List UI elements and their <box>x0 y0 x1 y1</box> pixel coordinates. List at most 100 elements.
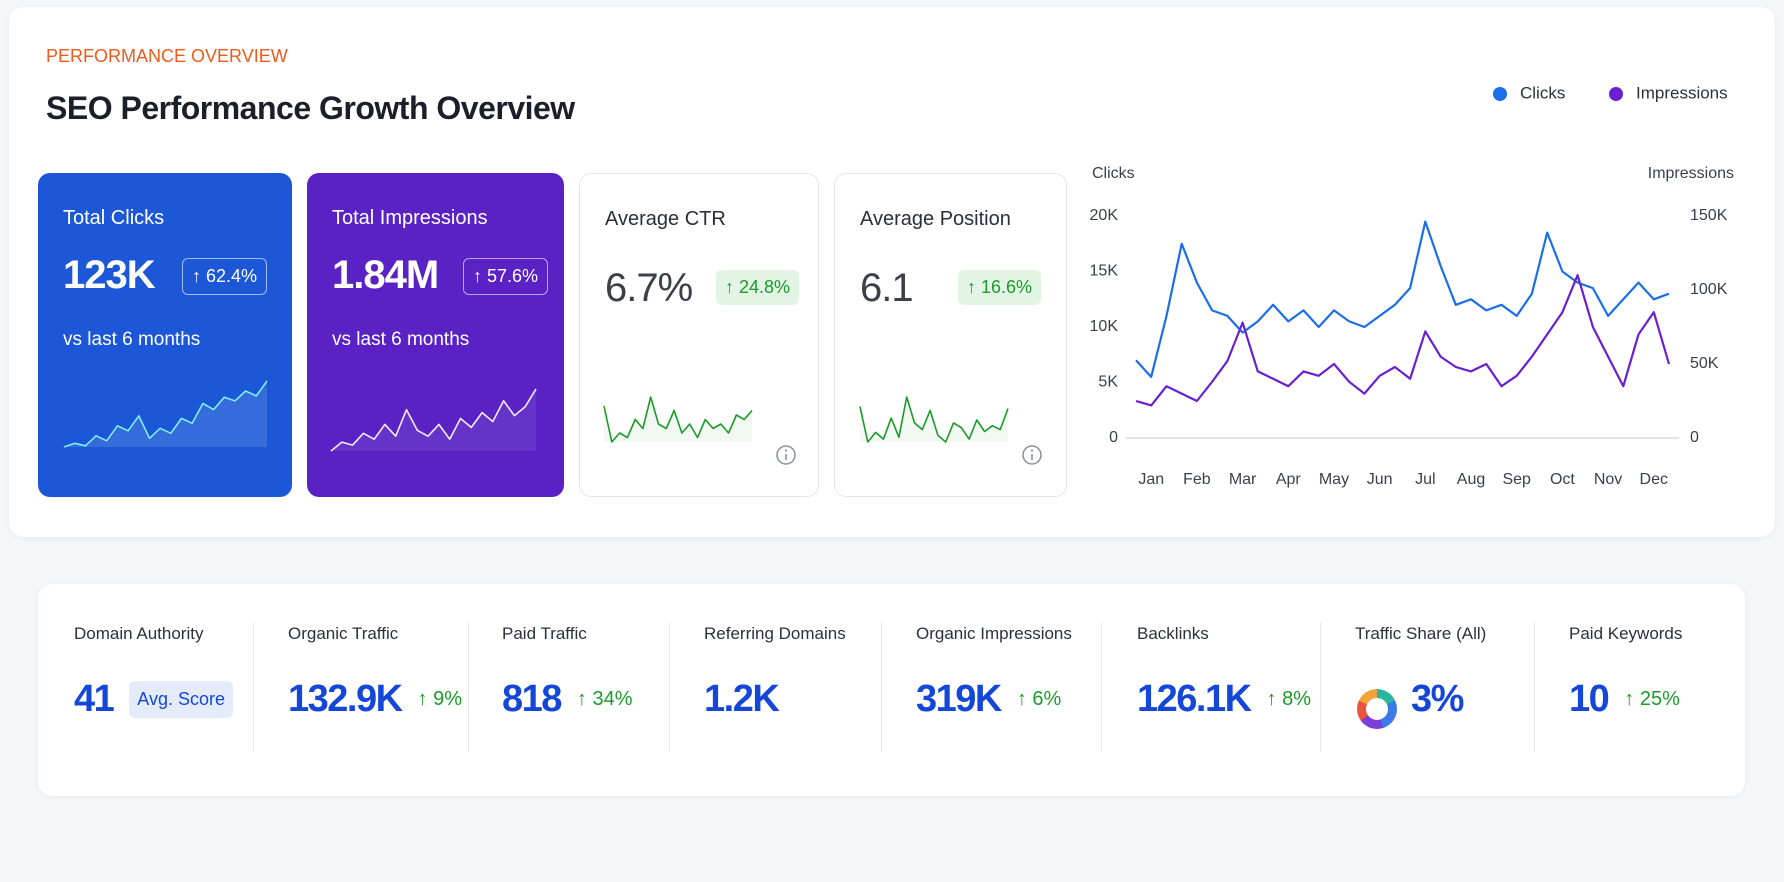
metric: Referring Domains 1.2K <box>704 624 846 721</box>
line-chart: Clicks Impressions 0 5K 10K 15K 20K 0 50K 100K 150… <box>1090 83 1734 488</box>
sparkline-line <box>63 380 268 448</box>
metric-change: ↑ 8% <box>1266 688 1312 710</box>
kpi-card: Total Clicks 123K ↑ 62.4% vs last 6 mont… <box>38 173 292 497</box>
x-tick-label: Apr <box>1276 471 1302 488</box>
sparkline-line <box>859 396 1009 443</box>
metric: Backlinks 126.1K ↑ 8% <box>1137 624 1311 721</box>
sparkline-area <box>860 397 1008 442</box>
y-tick-label: 0 <box>1109 429 1118 446</box>
card-label: Total Impressions <box>332 207 488 229</box>
separator <box>881 622 882 752</box>
card-change: ↑ 57.6% <box>463 258 549 295</box>
metric-value: 10 <box>1569 678 1610 720</box>
eyebrow: PERFORMANCE OVERVIEW <box>46 46 288 66</box>
x-tick-label: May <box>1319 471 1349 488</box>
series-line <box>1135 220 1670 378</box>
separator <box>1101 622 1102 752</box>
metric-row: 3% <box>1355 678 1486 721</box>
sparkline-area <box>331 389 536 451</box>
x-tick-label: Dec <box>1640 471 1668 488</box>
x-tick-label: Jun <box>1367 471 1393 488</box>
metric-label: Backlinks <box>1137 624 1209 643</box>
kpi-card: Total Impressions 1.84M ↑ 57.6% vs last … <box>307 173 564 497</box>
card-value: 6.1 <box>860 266 914 310</box>
x-tick-label: Feb <box>1183 471 1211 488</box>
separator <box>669 622 670 752</box>
page-title: SEO Performance Growth Overview <box>46 90 575 126</box>
metric: Traffic Share (All) 3% <box>1355 624 1486 721</box>
x-tick-label: Mar <box>1229 471 1257 488</box>
metric-row: 126.1K ↑ 8% <box>1137 678 1311 721</box>
card-note: vs last 6 months <box>63 329 201 350</box>
sparkline-area <box>604 397 752 442</box>
x-tick-label: Jul <box>1415 471 1435 488</box>
metric-label: Domain Authority <box>74 624 204 643</box>
metric-label: Referring Domains <box>704 624 846 643</box>
separator <box>1320 622 1321 752</box>
card-label: Total Clicks <box>63 207 165 229</box>
sparkline <box>603 396 753 443</box>
metric-value: 818 <box>502 678 562 720</box>
y-tick-label: 20K <box>1090 207 1119 224</box>
metric-badge: Avg. Score <box>129 681 233 718</box>
card-value: 123K <box>63 253 156 297</box>
metric-row: 818 ↑ 34% <box>502 678 633 721</box>
metric: Paid Keywords 10 ↑ 25% <box>1569 624 1682 721</box>
metric-row: 1.2K <box>704 678 846 721</box>
kpi-card: Average CTR 6.7% ↑ 24.8% <box>579 173 819 497</box>
metric: Organic Impressions 319K ↑ 6% <box>916 624 1072 721</box>
card-change: ↑ 16.6% <box>958 270 1042 305</box>
legend-marker <box>1609 87 1623 101</box>
metric-change: ↑ 9% <box>417 688 463 710</box>
x-tick-label: Nov <box>1594 471 1622 488</box>
y-tick-label: 10K <box>1090 318 1119 335</box>
metric-value: 132.9K <box>288 678 403 720</box>
x-tick-label: Aug <box>1457 471 1485 488</box>
axis-title: Impressions <box>1648 165 1734 182</box>
y-tick-label: 5K <box>1098 374 1118 391</box>
info-icon[interactable] <box>775 444 797 466</box>
metric-label: Paid Traffic <box>502 624 587 643</box>
legend-label: Impressions <box>1636 83 1728 102</box>
card-note: vs last 6 months <box>332 329 470 350</box>
metric-label: Paid Keywords <box>1569 624 1683 643</box>
x-tick-label: Sep <box>1502 471 1531 488</box>
x-tick-label: Jan <box>1138 471 1164 488</box>
metric-label: Traffic Share (All) <box>1355 624 1487 643</box>
series-line <box>1135 274 1671 407</box>
card-change: ↑ 62.4% <box>182 258 268 295</box>
sparkline <box>859 396 1009 443</box>
metric-label: Organic Traffic <box>288 624 399 643</box>
metric-change: ↑ 34% <box>576 688 633 710</box>
info-icon[interactable] <box>1021 444 1043 466</box>
axis-title: Clicks <box>1092 165 1135 182</box>
donut-icon <box>1357 689 1397 729</box>
metric: Paid Traffic 818 ↑ 34% <box>502 624 633 721</box>
separator <box>253 622 254 752</box>
metric-row: 10 ↑ 25% <box>1569 678 1682 721</box>
y2-tick-label: 50K <box>1690 355 1719 372</box>
metric: Organic Traffic 132.9K ↑ 9% <box>288 624 462 721</box>
y2-tick-label: 100K <box>1690 281 1728 298</box>
metric-change: ↑ 25% <box>1624 688 1680 710</box>
sparkline <box>330 388 537 452</box>
metric-change: ↑ 6% <box>1016 688 1062 710</box>
separator <box>468 622 469 752</box>
metric-value: 1.2K <box>704 678 780 720</box>
card-value: 6.7% <box>605 266 693 310</box>
metric-row: 41 Avg. Score <box>74 678 233 721</box>
card-label: Average Position <box>860 208 1011 230</box>
y2-tick-label: 0 <box>1690 429 1699 446</box>
metric-value: 126.1K <box>1137 678 1252 720</box>
sparkline-line <box>330 388 537 452</box>
x-tick-label: Oct <box>1550 471 1575 488</box>
y-tick-label: 15K <box>1090 263 1119 280</box>
metric-value: 41 <box>74 678 115 720</box>
metric-value: 319K <box>916 678 1002 720</box>
sparkline-line <box>603 396 753 443</box>
sparkline <box>63 380 268 448</box>
kpi-card: Average Position 6.1 ↑ 16.6% <box>834 173 1067 497</box>
metric-row: 132.9K ↑ 9% <box>288 678 462 721</box>
legend-marker <box>1493 87 1507 101</box>
